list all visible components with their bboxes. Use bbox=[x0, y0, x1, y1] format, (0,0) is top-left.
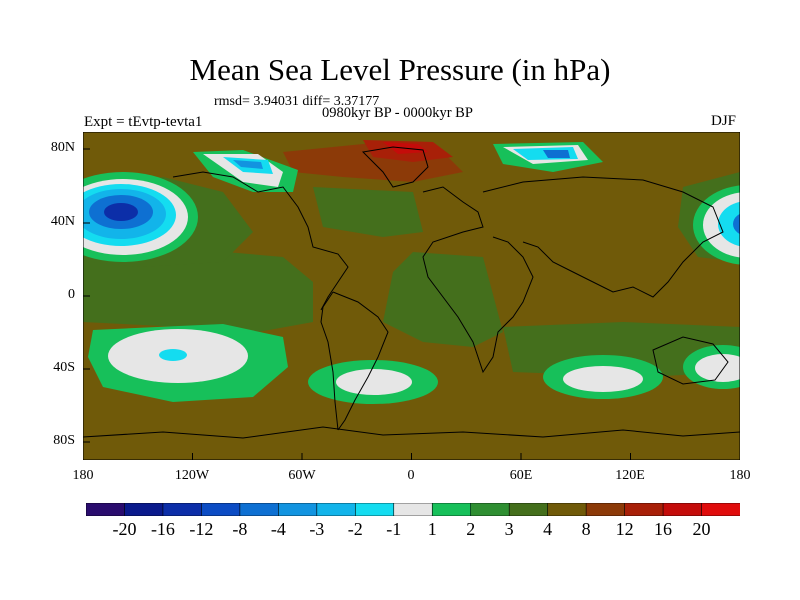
colorbar-box bbox=[201, 503, 241, 516]
experiment-label: Expt = tEvtp-tevta1 bbox=[84, 114, 203, 130]
colorbar-label: -4 bbox=[270, 519, 286, 539]
axis-ticks bbox=[83, 148, 631, 460]
lat-label-0: 0 bbox=[68, 287, 75, 302]
colorbar-label: -8 bbox=[232, 519, 248, 539]
colorbar-box bbox=[662, 503, 703, 516]
lat-label-40n: 40N bbox=[50, 214, 75, 229]
colorbar-box bbox=[316, 503, 356, 516]
colorbar-label: -1 bbox=[386, 519, 402, 539]
lat-label-80s: 80S bbox=[53, 433, 75, 448]
colorbar-box bbox=[239, 503, 279, 516]
south-atlantic-anomaly bbox=[308, 360, 438, 404]
lon-label-60w: 60W bbox=[288, 468, 316, 483]
colorbar-label: -20 bbox=[112, 519, 137, 539]
arctic-low-canada bbox=[193, 150, 298, 192]
colorbar-label: -16 bbox=[150, 519, 175, 539]
lon-label-60e: 60E bbox=[509, 468, 533, 483]
colorbar bbox=[86, 503, 740, 516]
lat-label-80n: 80N bbox=[50, 140, 75, 155]
arctic-low-siberia bbox=[493, 142, 603, 172]
south-pacific-anomaly bbox=[88, 324, 288, 402]
colorbar-label: 8 bbox=[581, 519, 591, 539]
south-indian-anomaly bbox=[543, 355, 663, 399]
lat-label-40s: 40S bbox=[53, 360, 75, 375]
plot-title: Mean Sea Level Pressure (in hPa) bbox=[189, 52, 611, 87]
colorbar-box bbox=[701, 503, 740, 516]
stats-text: rmsd= 3.94031 diff= 3.37177 bbox=[214, 94, 380, 109]
colorbar-box bbox=[431, 503, 472, 516]
north-pacific-low-east bbox=[693, 185, 740, 265]
colorbar-label: 4 bbox=[543, 519, 553, 539]
colorbar-box bbox=[354, 503, 395, 516]
colorbar-box bbox=[124, 503, 164, 516]
lon-label-180w: 180 bbox=[72, 468, 94, 483]
colorbar-box bbox=[508, 503, 549, 516]
colorbar-label: 16 bbox=[654, 519, 673, 539]
colorbar-box bbox=[585, 503, 626, 516]
colorbar-box bbox=[278, 503, 318, 516]
lon-label-180e: 180 bbox=[729, 468, 751, 483]
colorbar-label: 12 bbox=[615, 519, 634, 539]
colorbar-box bbox=[162, 503, 203, 516]
antarctic-band bbox=[83, 432, 740, 460]
colorbar-label: -12 bbox=[189, 519, 214, 539]
colorbar-box bbox=[624, 503, 664, 516]
lon-label-120w: 120W bbox=[174, 468, 210, 483]
colorbar-box bbox=[470, 503, 510, 516]
coastlines bbox=[83, 146, 740, 439]
colorbar-label: 1 bbox=[427, 519, 437, 539]
colorbar-label: -2 bbox=[347, 519, 363, 539]
colorbar-box bbox=[547, 503, 587, 516]
tasman-anomaly bbox=[683, 345, 740, 389]
colorbar-label: 20 bbox=[692, 519, 711, 539]
colorbar-box bbox=[393, 503, 433, 516]
colorbar-label: 2 bbox=[466, 519, 476, 539]
colorbar-label: 3 bbox=[504, 519, 514, 539]
map-panel bbox=[83, 132, 740, 460]
lon-label-0: 0 bbox=[407, 468, 415, 483]
season-label: DJF bbox=[711, 113, 737, 129]
period-text: 0980kyr BP - 0000kyr BP bbox=[322, 105, 473, 121]
lon-label-120e: 120E bbox=[615, 468, 645, 483]
colorbar-box bbox=[86, 503, 126, 516]
colorbar-label: -3 bbox=[309, 519, 325, 539]
north-pacific-low bbox=[83, 172, 198, 262]
